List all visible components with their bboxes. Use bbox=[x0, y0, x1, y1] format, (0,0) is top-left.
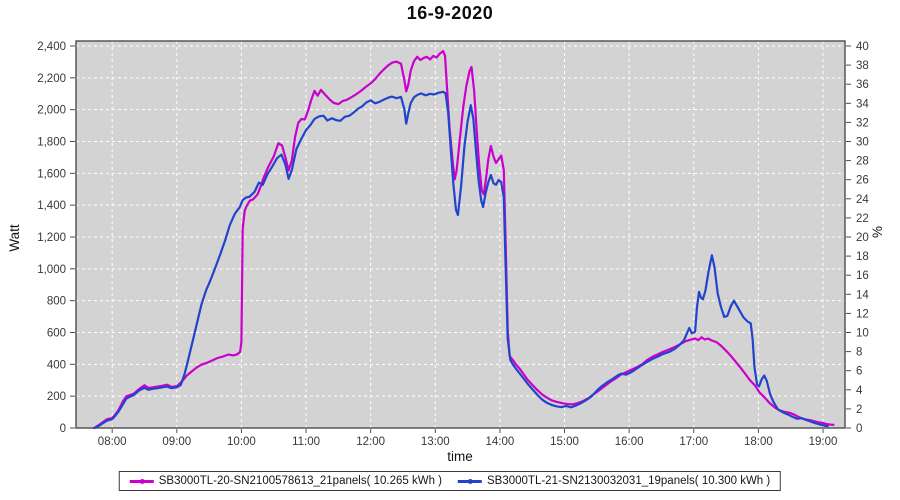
right-axis-tick-label: 4 bbox=[856, 385, 863, 397]
right-axis-tick-label: 30 bbox=[856, 137, 869, 149]
left-axis-tick-label: 2,400 bbox=[37, 41, 66, 53]
bottom-axis-tick-label: 11:00 bbox=[292, 436, 320, 448]
right-axis-tick-label: 34 bbox=[856, 98, 869, 110]
bottom-axis-tick-label: 12:00 bbox=[356, 436, 385, 448]
bottom-axis-tick-label: 10:00 bbox=[227, 436, 256, 448]
legend-swatch-magenta-icon bbox=[129, 476, 154, 486]
right-axis-tick-label: 16 bbox=[856, 270, 869, 282]
right-axis-tick-label: 6 bbox=[856, 366, 862, 378]
right-axis-tick-label: 0 bbox=[856, 423, 862, 435]
legend-dot-magenta-icon bbox=[139, 478, 145, 484]
left-axis-tick-label: 200 bbox=[47, 391, 66, 403]
bottom-axis-tick-label: 19:00 bbox=[809, 436, 838, 448]
legend-item-inverter-20: SB3000TL-20-SN2100578613_21panels( 10.26… bbox=[129, 475, 442, 487]
right-axis-tick-label: 38 bbox=[856, 60, 869, 72]
left-axis-tick-label: 800 bbox=[47, 296, 66, 308]
left-axis-tick-label: 1,200 bbox=[37, 232, 66, 244]
left-axis-tick-label: 600 bbox=[47, 328, 66, 340]
bottom-axis-tick-label: 14:00 bbox=[486, 436, 515, 448]
right-axis-tick-label: 22 bbox=[856, 213, 869, 225]
right-axis-tick-label: 28 bbox=[856, 156, 869, 168]
right-axis-tick-label: 2 bbox=[856, 404, 862, 416]
legend-dot-blue-icon bbox=[468, 478, 473, 484]
left-axis-tick-label: 0 bbox=[60, 423, 66, 435]
legend-label-inverter-21: SB3000TL-21-SN2130032031_19panels( 10.30… bbox=[487, 475, 771, 487]
legend-swatch-blue-icon bbox=[458, 476, 482, 486]
right-axis-tick-label: 26 bbox=[856, 175, 869, 187]
right-axis-tick-label: 10 bbox=[856, 328, 869, 340]
left-axis-title: Watt bbox=[7, 224, 22, 251]
right-axis-tick-label: 36 bbox=[856, 79, 869, 91]
left-axis-tick-label: 1,400 bbox=[37, 200, 66, 212]
right-axis-tick-label: 18 bbox=[856, 251, 869, 263]
left-axis-tick-label: 2,200 bbox=[37, 73, 66, 85]
series-line-blue bbox=[92, 90, 829, 430]
bottom-axis-tick-label: 18:00 bbox=[744, 436, 773, 448]
right-axis-tick-label: 32 bbox=[856, 117, 869, 129]
bottom-axis-tick-label: 16:00 bbox=[615, 436, 644, 448]
left-axis-tick-label: 1,000 bbox=[37, 264, 66, 276]
right-axis-tick-label: 20 bbox=[856, 232, 869, 244]
bottom-axis-tick-label: 08:00 bbox=[98, 436, 127, 448]
chart-title: 16-9-2020 bbox=[406, 3, 494, 23]
left-axis-tick-label: 400 bbox=[47, 359, 66, 371]
bottom-axis-tick-label: 09:00 bbox=[162, 436, 191, 448]
bottom-axis-tick-label: 13:00 bbox=[421, 436, 450, 448]
legend-item-inverter-21: SB3000TL-21-SN2130032031_19panels( 10.30… bbox=[458, 475, 770, 487]
bottom-axis-title: time bbox=[447, 449, 473, 464]
left-axis-tick-label: 2,000 bbox=[37, 105, 66, 117]
legend: SB3000TL-20-SN2100578613_21panels( 10.26… bbox=[118, 471, 782, 491]
legend-label-inverter-20: SB3000TL-20-SN2100578613_21panels( 10.26… bbox=[158, 475, 442, 487]
right-axis-tick-label: 24 bbox=[856, 194, 869, 206]
plot-area bbox=[76, 41, 845, 428]
right-axis-tick-label: 14 bbox=[856, 289, 869, 301]
bottom-axis-tick-label: 17:00 bbox=[679, 436, 708, 448]
left-axis-tick-label: 1,600 bbox=[37, 168, 66, 180]
right-axis-title: % bbox=[870, 226, 885, 238]
right-axis-tick-label: 12 bbox=[856, 308, 869, 320]
plot-border bbox=[75, 40, 846, 429]
right-axis-tick-label: 8 bbox=[856, 347, 862, 359]
left-axis-tick-label: 1,800 bbox=[37, 137, 66, 149]
right-axis-tick-label: 40 bbox=[856, 41, 869, 53]
bottom-axis-tick-label: 15:00 bbox=[550, 436, 579, 448]
